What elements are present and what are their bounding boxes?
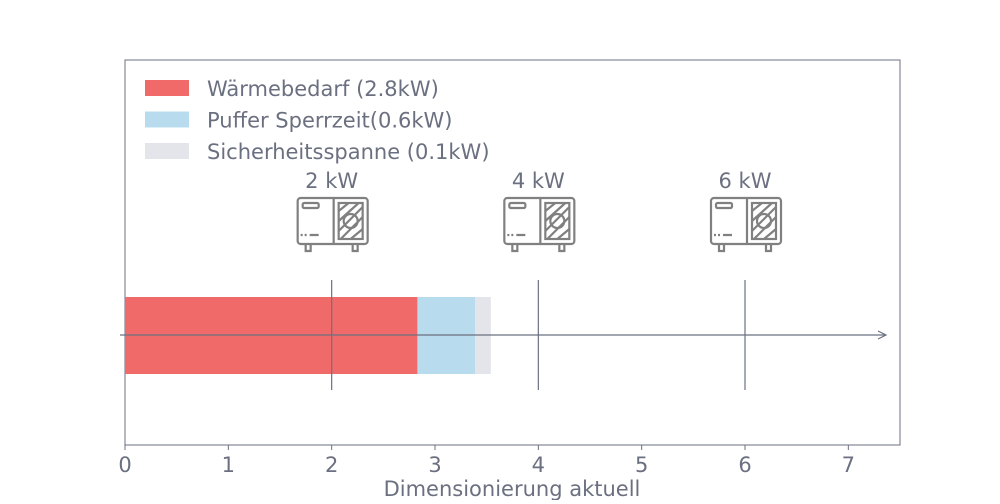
- marker-label: 4 kW: [512, 169, 565, 193]
- heat-pump-icon: [503, 196, 576, 253]
- marker-label: 6 kW: [719, 169, 772, 193]
- legend-swatch-1: [145, 111, 189, 128]
- plot-frame: [124, 59, 901, 446]
- arrow-head-icon: [877, 330, 888, 340]
- legend-label-1: Puffer Sperrzeit(0.6kW): [207, 109, 453, 133]
- x-tick-label: 5: [635, 453, 648, 477]
- heat-pump-icon: [709, 196, 783, 253]
- x-tick-label: 2: [325, 453, 338, 477]
- legend-label-0: Wärmebedarf (2.8kW): [207, 77, 439, 101]
- heat-pump-icon: [296, 196, 369, 253]
- x-tick-label: 0: [118, 453, 131, 477]
- legend-swatch-2: [145, 143, 189, 159]
- legend-swatch-0: [145, 80, 189, 96]
- x-axis-label: Dimensionierung aktuell: [384, 477, 641, 500]
- x-tick-label: 4: [532, 453, 545, 477]
- legend-label-2: Sicherheitsspanne (0.1kW): [207, 140, 490, 164]
- icon-part: [511, 244, 566, 253]
- icon-part: [755, 212, 773, 230]
- marker-label: 2 kW: [305, 169, 358, 193]
- icon-part: [342, 212, 359, 230]
- x-tick-label: 7: [842, 453, 855, 477]
- x-tick-label: 1: [222, 453, 235, 477]
- x-tick-label: 6: [738, 453, 751, 477]
- icon-part: [544, 202, 571, 240]
- icon-part: [714, 201, 734, 210]
- icon-part: [301, 201, 320, 210]
- icon-part: [751, 202, 777, 240]
- icon-part: [717, 244, 773, 253]
- icon-part: [337, 202, 364, 240]
- icon-part: [508, 201, 527, 210]
- icon-part: [549, 212, 566, 230]
- icon-part: [304, 244, 359, 253]
- x-tick-label: 3: [428, 453, 441, 477]
